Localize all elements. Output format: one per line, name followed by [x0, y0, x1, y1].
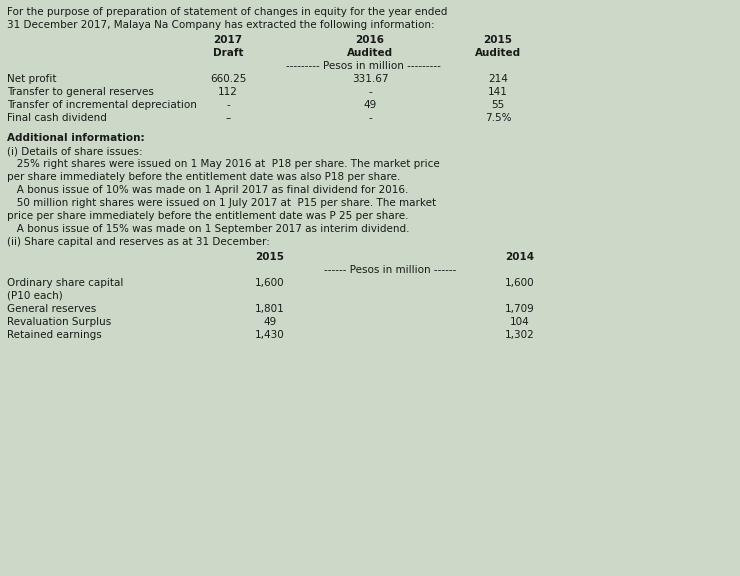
Text: (ii) Share capital and reserves as at 31 December:: (ii) Share capital and reserves as at 31… [7, 237, 270, 247]
Text: --------- Pesos in million ---------: --------- Pesos in million --------- [286, 61, 440, 71]
Text: Additional information:: Additional information: [7, 133, 144, 143]
Text: General reserves: General reserves [7, 304, 96, 314]
Text: -: - [368, 113, 372, 123]
Text: 214: 214 [488, 74, 508, 84]
Text: –: – [226, 113, 231, 123]
Text: 2015: 2015 [483, 35, 513, 45]
Text: 49: 49 [263, 317, 277, 327]
Text: 2014: 2014 [505, 252, 534, 262]
Text: 112: 112 [218, 87, 238, 97]
Text: Ordinary share capital: Ordinary share capital [7, 278, 124, 288]
Text: Transfer of incremental depreciation: Transfer of incremental depreciation [7, 100, 197, 110]
Text: 7.5%: 7.5% [485, 113, 511, 123]
Text: (i) Details of share issues:: (i) Details of share issues: [7, 146, 143, 156]
Text: 141: 141 [488, 87, 508, 97]
Text: 1,430: 1,430 [255, 330, 285, 340]
Text: 2017: 2017 [213, 35, 243, 45]
Text: Draft: Draft [213, 48, 243, 58]
Text: Revaluation Surplus: Revaluation Surplus [7, 317, 111, 327]
Text: 25% right shares were issued on 1 May 2016 at  P18 per share. The market price: 25% right shares were issued on 1 May 20… [7, 159, 440, 169]
Text: A bonus issue of 10% was made on 1 April 2017 as final dividend for 2016.: A bonus issue of 10% was made on 1 April… [7, 185, 408, 195]
Text: Final cash dividend: Final cash dividend [7, 113, 107, 123]
Text: per share immediately before the entitlement date was also P18 per share.: per share immediately before the entitle… [7, 172, 400, 182]
Text: 1,600: 1,600 [505, 278, 535, 288]
Text: -: - [226, 100, 230, 110]
Text: 49: 49 [363, 100, 377, 110]
Text: Audited: Audited [347, 48, 393, 58]
Text: Retained earnings: Retained earnings [7, 330, 102, 340]
Text: A bonus issue of 15% was made on 1 September 2017 as interim dividend.: A bonus issue of 15% was made on 1 Septe… [7, 224, 409, 234]
Text: 2015: 2015 [255, 252, 284, 262]
Text: ------ Pesos in million ------: ------ Pesos in million ------ [324, 265, 456, 275]
Text: For the purpose of preparation of statement of changes in equity for the year en: For the purpose of preparation of statem… [7, 7, 448, 17]
Text: Transfer to general reserves: Transfer to general reserves [7, 87, 154, 97]
Text: price per share immediately before the entitlement date was P 25 per share.: price per share immediately before the e… [7, 211, 408, 221]
Text: 331.67: 331.67 [352, 74, 389, 84]
Text: Audited: Audited [475, 48, 521, 58]
Text: 50 million right shares were issued on 1 July 2017 at  P15 per share. The market: 50 million right shares were issued on 1… [7, 198, 436, 208]
Text: 104: 104 [510, 317, 530, 327]
Text: 1,801: 1,801 [255, 304, 285, 314]
Text: (P10 each): (P10 each) [7, 291, 63, 301]
Text: 55: 55 [491, 100, 505, 110]
Text: 31 December 2017, Malaya Na Company has extracted the following information:: 31 December 2017, Malaya Na Company has … [7, 20, 434, 30]
Text: 1,709: 1,709 [505, 304, 535, 314]
Text: 1,600: 1,600 [255, 278, 285, 288]
Text: 1,302: 1,302 [505, 330, 535, 340]
Text: -: - [368, 87, 372, 97]
Text: 660.25: 660.25 [210, 74, 246, 84]
Text: Net profit: Net profit [7, 74, 56, 84]
Text: 2016: 2016 [355, 35, 385, 45]
